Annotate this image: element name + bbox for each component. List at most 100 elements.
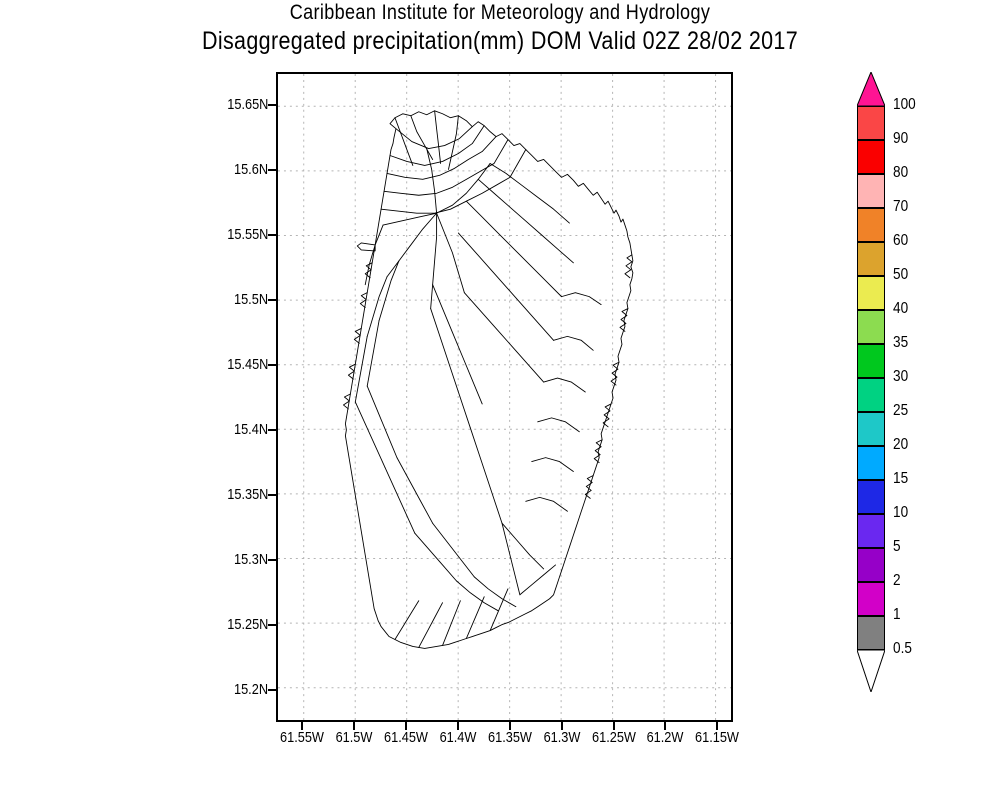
watershed-east-1 — [489, 162, 570, 224]
east-coast-detail — [624, 254, 633, 279]
watershed-east-3 — [465, 200, 562, 298]
watershed-central-4 — [501, 522, 521, 596]
y-axis-tick-mark — [268, 233, 277, 236]
x-axis-tick-mark — [456, 722, 459, 730]
watershed-east-5 — [463, 292, 545, 383]
x-axis-tick-label: 61.55W — [279, 729, 324, 746]
east-coast-detail-4 — [602, 403, 612, 428]
watershed-tip-2 — [442, 600, 461, 646]
watershed-north-1 — [410, 115, 434, 160]
massif-radial-6 — [382, 212, 438, 226]
west-coast-detail-3 — [353, 327, 362, 344]
x-axis-tick-mark — [560, 722, 563, 730]
y-axis-tick-label: 15.3N — [233, 550, 268, 568]
colorbar-band — [857, 616, 885, 650]
watershed-tip-3 — [465, 596, 485, 639]
colorbar-band — [857, 412, 885, 446]
y-axis-tick-mark — [268, 103, 277, 106]
watershed-divide-3 — [386, 136, 497, 180]
colorbar-tick-label: 5 — [893, 538, 901, 555]
colorbar-band — [857, 310, 885, 344]
coastline-outline — [344, 110, 634, 649]
x-axis-tick-label: 61.45W — [383, 729, 428, 746]
x-axis-tick-label: 61.35W — [487, 729, 532, 746]
colorbar-band — [857, 174, 885, 208]
y-axis-tick-label: 15.2N — [233, 680, 268, 698]
watershed-sw-2 — [366, 385, 398, 459]
colorbar-tick-label: 20 — [893, 436, 909, 453]
colorbar-band — [857, 582, 885, 616]
watershed-south-5 — [501, 522, 545, 570]
massif-radial-1 — [426, 148, 438, 214]
watershed-central-1 — [430, 308, 471, 429]
x-axis-tick-mark — [508, 722, 511, 730]
watershed-east-cell-2 — [553, 335, 594, 351]
x-axis-tick-mark — [300, 722, 303, 730]
watershed-east-cell-3 — [543, 377, 586, 393]
watershed-south-2 — [432, 522, 475, 578]
y-axis-tick-label: 15.25N — [226, 615, 268, 633]
y-axis-tick-mark — [268, 623, 277, 626]
watershed-divide-4 — [383, 139, 509, 196]
watershed-west-4 — [354, 335, 368, 403]
y-axis-tick-label: 15.5N — [233, 290, 268, 308]
east-coast-detail-6 — [584, 475, 594, 499]
institute-title: Caribbean Institute for Meteorology and … — [289, 1, 711, 24]
y-axis-tick-label: 15.45N — [226, 355, 268, 373]
colorbar-arrow-up — [857, 72, 885, 106]
colorbar-band — [857, 548, 885, 582]
colorbar-band — [857, 140, 885, 174]
watershed-sw-4 — [396, 457, 434, 524]
colorbar-band — [857, 480, 885, 514]
watershed-north-2 — [434, 110, 442, 164]
y-axis-tick-mark — [268, 493, 277, 496]
colorbar-tick-label: 80 — [893, 164, 909, 181]
colorbar-tick-label: 0.5 — [893, 640, 912, 657]
west-coast-detail-4 — [347, 363, 356, 380]
colorbar-tick-label: 1 — [893, 606, 901, 623]
x-axis-tick-label: 61.2W — [647, 729, 684, 746]
watershed-north-4 — [394, 117, 414, 166]
colorbar-tick-label: 25 — [893, 402, 909, 419]
watershed-west-1 — [364, 224, 384, 286]
watershed-west-2 — [366, 276, 388, 337]
x-axis-tick-mark — [664, 722, 667, 730]
x-axis-tick-label: 61.15W — [695, 729, 740, 746]
watershed-sw-1 — [354, 401, 386, 469]
watershed-divide-2 — [389, 125, 485, 166]
dominica-watershed-map — [342, 110, 634, 649]
colorbar-band — [857, 344, 885, 378]
watershed-east-2 — [477, 178, 574, 264]
massif-radial-4 — [386, 212, 438, 278]
watershed-south-4 — [473, 576, 517, 608]
west-coast-detail-2 — [359, 292, 368, 309]
watershed-central-2 — [432, 284, 483, 405]
east-coast-detail-2 — [619, 308, 629, 332]
y-axis-tick-label: 15.65N — [226, 95, 268, 113]
watershed-west-5 — [366, 320, 380, 387]
colorbar-legend: 100 90 80 70 60 50 40 35 30 25 20 15 10 5 2 1 0.5 — [857, 72, 977, 732]
colorbar-tick-label: 40 — [893, 300, 909, 317]
map-plot-area — [276, 72, 733, 722]
watershed-north-3 — [448, 115, 459, 170]
y-axis-tick-mark — [268, 688, 277, 691]
watershed-south-1 — [414, 532, 457, 582]
colorbar-tick-label: 15 — [893, 470, 909, 487]
colorbar-tick-label: 100 — [893, 96, 916, 113]
watershed-divide-5 — [380, 149, 527, 214]
colorbar-band — [857, 378, 885, 412]
colorbar-band — [857, 208, 885, 242]
x-axis-tick-mark — [352, 722, 355, 730]
watershed-tip-1 — [418, 602, 443, 648]
y-axis-tick-label: 15.6N — [233, 160, 268, 178]
massif-radial-5 — [430, 212, 438, 309]
colorbar-tick-label: 30 — [893, 368, 909, 385]
x-axis-tick-mark — [716, 722, 719, 730]
x-axis-tick-label: 61.5W — [335, 729, 373, 746]
watershed-tip-4 — [489, 588, 509, 632]
colorbar-band — [857, 514, 885, 548]
watershed-east-cell-5 — [531, 457, 574, 472]
watershed-central-3 — [469, 427, 503, 524]
y-axis-tick-mark — [268, 428, 277, 431]
